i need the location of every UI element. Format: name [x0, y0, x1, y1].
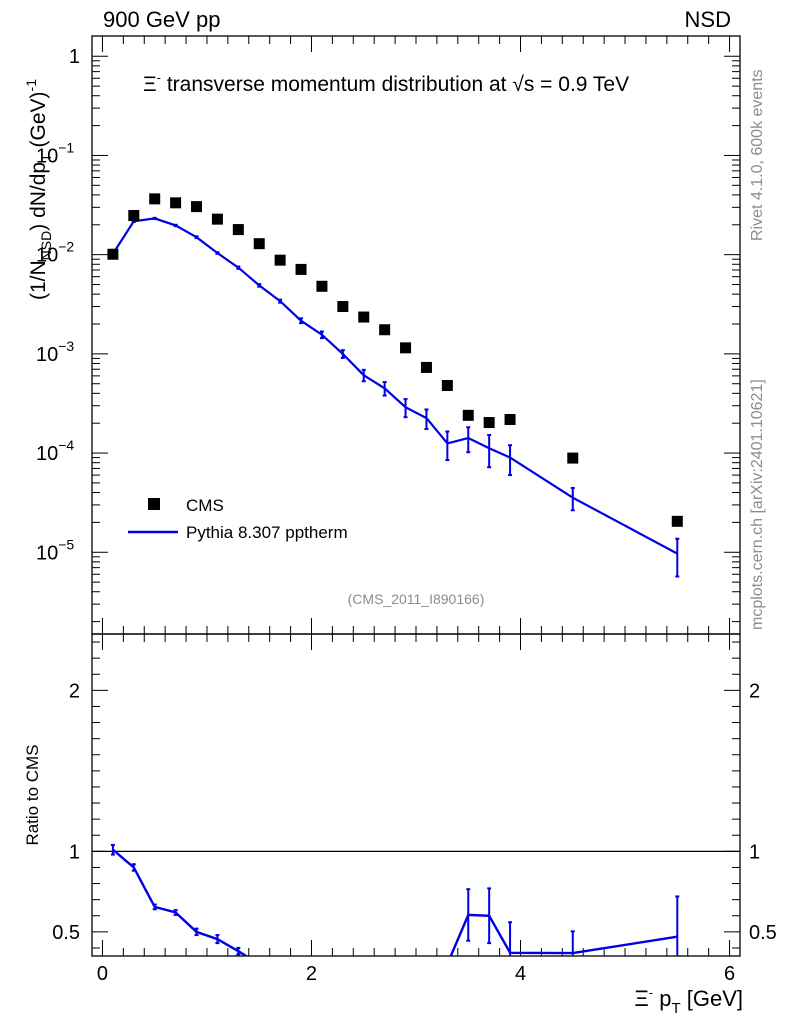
cms-data-point: [358, 311, 370, 323]
cms-data-point: [149, 193, 161, 205]
cms-data-point: [671, 515, 683, 527]
cms-data-point: [295, 263, 307, 275]
rivet-label: Rivet 4.1.0, 600k events: [749, 69, 766, 241]
cms-data-point: [379, 324, 391, 336]
x-axis-label: Ξ- pT [GeV]: [634, 985, 743, 1017]
main-plot-marks: [107, 193, 683, 578]
y-tick-label: 10−1: [36, 139, 74, 167]
mc-line: [111, 217, 678, 555]
cms-data-point: [211, 213, 223, 225]
cms-data-point: [441, 379, 453, 391]
legend-mc-label: Pythia 8.307 pptherm: [186, 523, 348, 542]
ratio-y-axis-label: Ratio to CMS: [23, 744, 42, 845]
cms-data-point: [504, 413, 516, 425]
x-tick-label: 2: [306, 963, 317, 985]
cms-data-point: [462, 409, 474, 421]
cms-data-point: [170, 197, 182, 209]
main-plot-frame: [91, 35, 741, 635]
cms-data-point: [420, 361, 432, 373]
legend-cms-marker: [148, 498, 160, 510]
ratio-axes: 0.5 0.5 1 1 2 2 0 2 4 6: [52, 634, 777, 985]
ratio-y-tick-label-left: 2: [69, 680, 80, 702]
main-y-tick-labels: 1 10−1 10−2 10−3 10−4 10−5: [36, 46, 80, 564]
cms-data-point: [128, 210, 140, 222]
ratio-y-tick-label-left: 1: [69, 841, 80, 863]
mcplots-label: mcplots.cern.ch [arXiv:2401.10621]: [749, 379, 766, 630]
legend-cms-label: CMS: [186, 496, 224, 515]
chart-title: Ξ- transverse momentum distribution at √…: [143, 70, 629, 96]
cms-data-point: [107, 248, 119, 260]
cms-data-point: [253, 238, 265, 250]
cms-data-point: [316, 280, 328, 292]
x-tick-label: 0: [97, 963, 108, 985]
header-right: NSD: [685, 7, 731, 32]
cms-data-point: [274, 254, 286, 266]
cms-data-point: [400, 342, 412, 354]
y-tick-label: 1: [69, 46, 80, 68]
y-tick-label: 10−4: [36, 437, 74, 465]
legend: CMS Pythia 8.307 pptherm: [128, 496, 348, 542]
y-tick-label: 10−3: [36, 338, 74, 366]
header-left: 900 GeV pp: [103, 7, 220, 32]
ratio-line: [112, 848, 678, 956]
cms-data-point: [191, 201, 203, 213]
ratio-plot-marks: [110, 843, 680, 956]
ratio-y-tick-label-left: 0.5: [52, 922, 80, 944]
analysis-watermark: (CMS_2011_I890166): [348, 591, 485, 607]
ratio-y-tick-label-right: 1: [749, 841, 760, 863]
cms-data-point: [337, 301, 349, 313]
y-tick-label: 10−2: [36, 239, 74, 267]
ratio-y-tick-label-right: 2: [749, 680, 760, 702]
main-y-axis-label: (1/NNSD) dN/dpT (GeV)-1: [23, 79, 54, 300]
cms-data-point: [483, 417, 495, 429]
ratio-y-tick-label-right: 0.5: [749, 922, 777, 944]
main-y-axis: [92, 36, 740, 634]
y-tick-label: 10−5: [36, 536, 74, 564]
x-tick-label: 4: [515, 963, 526, 985]
x-tick-label: 6: [724, 963, 735, 985]
ratio-plot-frame: [91, 633, 741, 957]
cms-data-point: [567, 452, 579, 464]
cms-data-point: [232, 224, 244, 236]
